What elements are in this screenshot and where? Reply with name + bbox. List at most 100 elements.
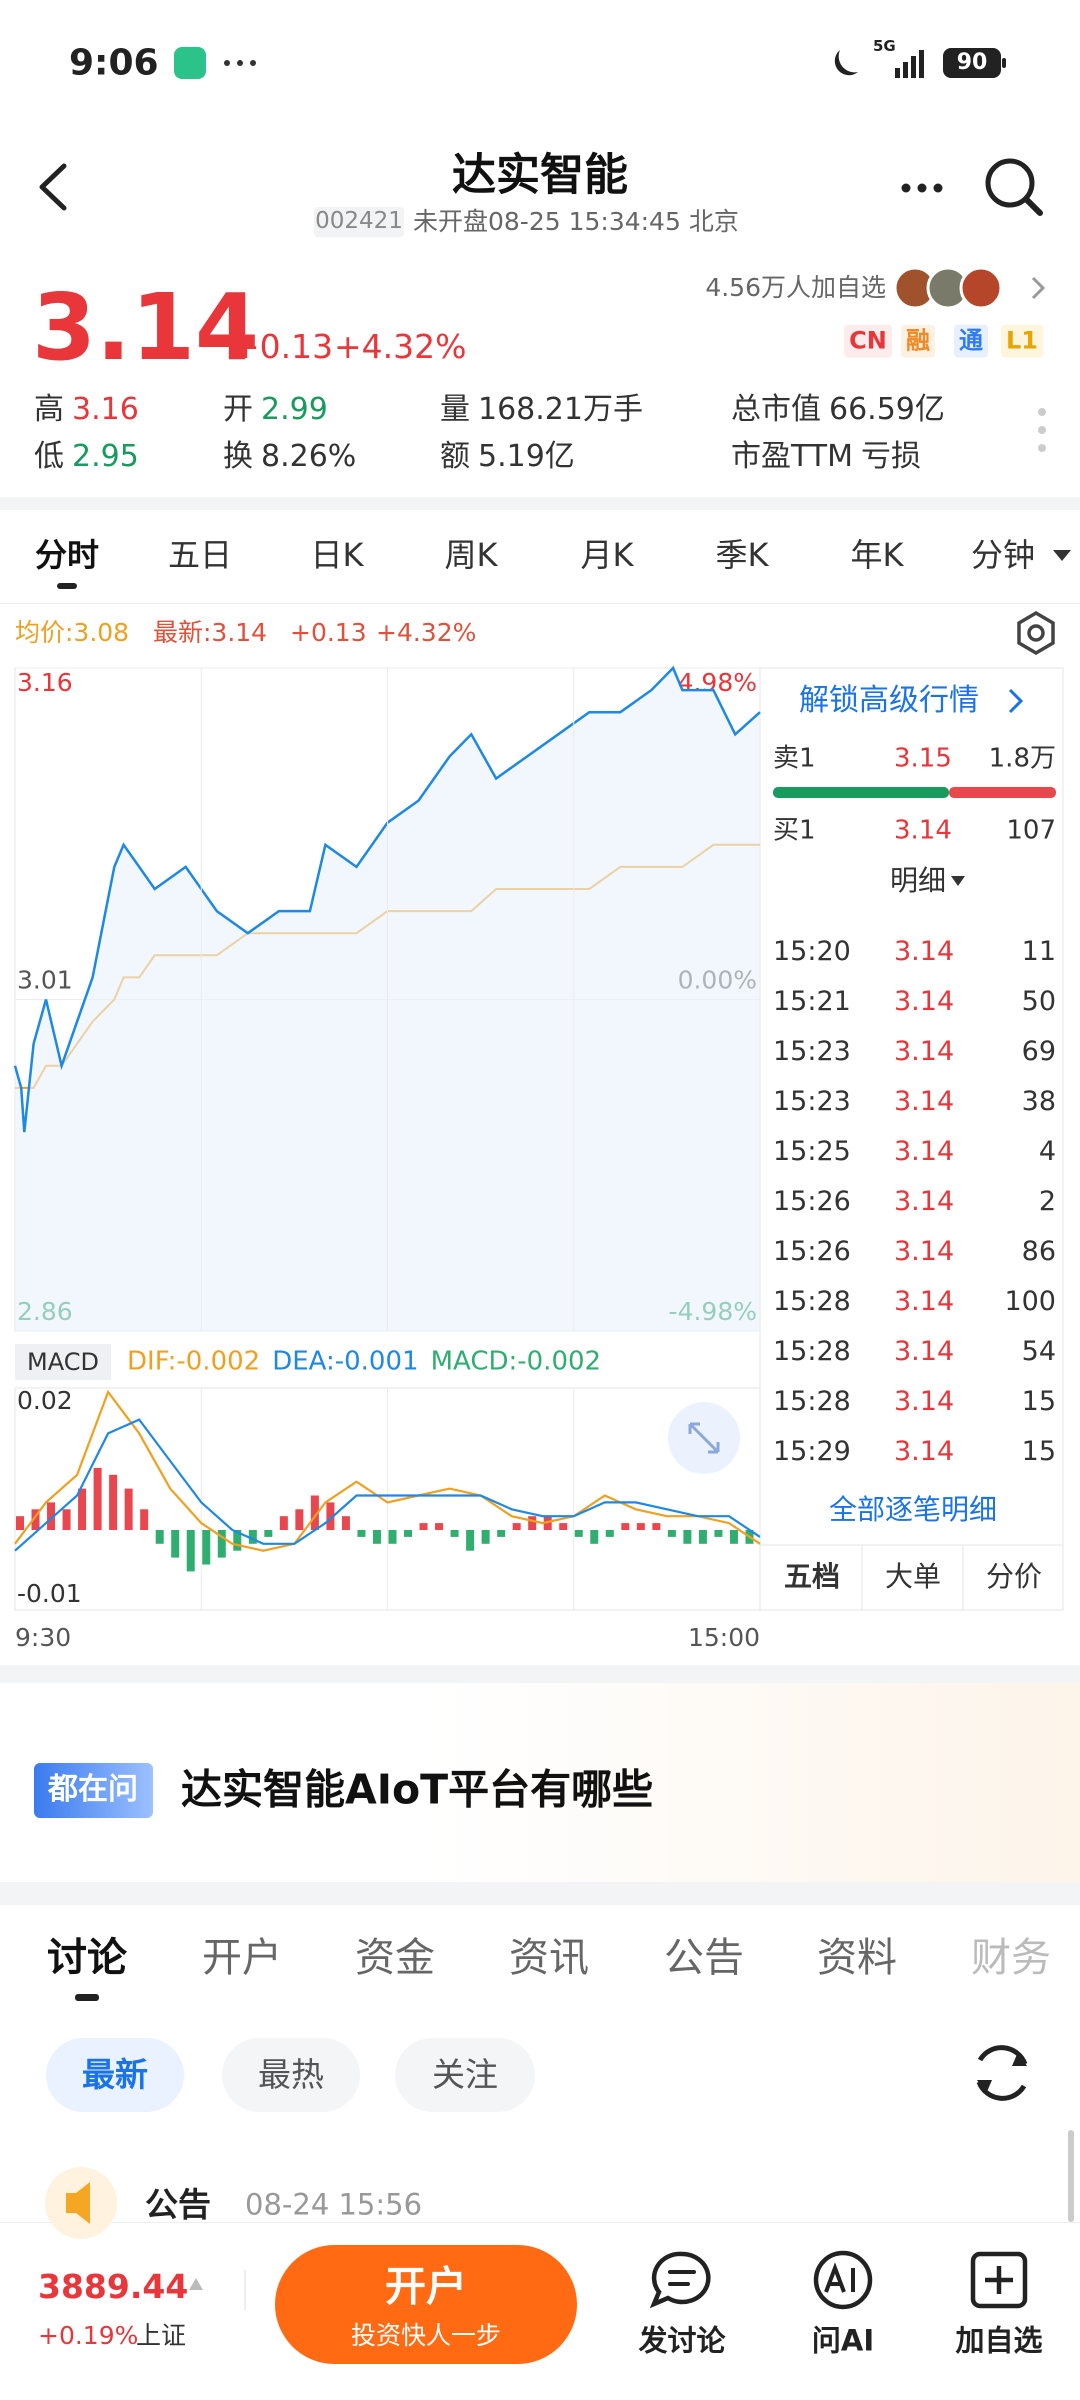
trade-time: 15:25	[773, 1135, 851, 1167]
divider	[0, 497, 1080, 510]
divider	[0, 1882, 1080, 1905]
stock-name: 达实智能	[452, 149, 628, 201]
content-tab[interactable]: 财务	[971, 1935, 1051, 1981]
content-tab[interactable]: 资金	[355, 1935, 435, 1981]
book-tab[interactable]: 分价	[985, 1560, 1043, 1594]
filter-label[interactable]: 最热	[258, 2055, 324, 2095]
stat: 换 8.26%	[223, 439, 356, 475]
expand-button[interactable]	[668, 1402, 740, 1474]
content-tab[interactable]: 公告	[664, 1935, 744, 1981]
market-status: 未开盘08-25 15:34:45 北京	[413, 207, 739, 236]
macd-tag-bg	[15, 1344, 111, 1380]
price-change-pct: +4.32%	[334, 327, 467, 367]
stat-value: 亏损	[861, 439, 922, 474]
chart-tab[interactable]: 月K	[580, 535, 634, 574]
action-label[interactable]: 问AI	[811, 2323, 875, 2358]
content-tab[interactable]: 开户	[202, 1935, 282, 1981]
scrollbar	[1068, 2130, 1074, 2222]
ask-tag: 都在问	[48, 1772, 138, 1807]
stat-value: 66.59亿	[829, 392, 945, 427]
content-tab[interactable]: 资讯	[509, 1935, 589, 1981]
status-time: 9:06	[69, 42, 159, 84]
unlock-link[interactable]: 解锁高级行情	[799, 683, 979, 718]
chart-tab[interactable]: 分钟	[970, 535, 1036, 574]
chart-tab[interactable]: 分时	[34, 535, 100, 574]
filter-label[interactable]: 关注	[432, 2055, 498, 2095]
battery	[943, 48, 1001, 78]
quote-tag: 融	[901, 324, 935, 358]
stat: 额 5.19亿	[440, 439, 575, 475]
index-value[interactable]: 3889.44	[38, 2267, 189, 2307]
cta-title[interactable]: 开户	[385, 2262, 467, 2311]
content-tab[interactable]: 讨论	[47, 1935, 127, 1981]
trade-time: 15:20	[773, 935, 851, 967]
content-tab[interactable]: 资料	[817, 1935, 897, 1981]
settings-button[interactable]	[1017, 610, 1055, 656]
trade-price: 3.14	[894, 1335, 955, 1367]
more-button[interactable]	[901, 183, 943, 193]
post-source: 公告	[145, 2185, 211, 2225]
quote-tag: CN	[844, 324, 892, 358]
book-tab[interactable]: 五档	[783, 1560, 841, 1594]
refresh-button[interactable]	[976, 2045, 1028, 2101]
action-label[interactable]: 发讨论	[638, 2323, 726, 2358]
trade-volume: 100	[1004, 1285, 1056, 1317]
stat-value: 168.21万手	[478, 392, 643, 427]
discuss-icon[interactable]	[649, 2251, 711, 2309]
legend: DIF:-0.002 DEA:-0.001 MACD:-0.002	[127, 1346, 601, 1377]
trade-time: 15:21	[773, 985, 851, 1017]
open-account-button[interactable]	[275, 2245, 577, 2364]
divider	[0, 1665, 1080, 1683]
chevron[interactable]	[1008, 688, 1024, 714]
dropdown-arrow[interactable]	[1053, 550, 1071, 561]
trade-volume: 4	[1038, 1135, 1056, 1167]
legend-entry: DIF:-0.002	[127, 1346, 261, 1377]
cta-subtitle[interactable]: 投资快人一步	[350, 2321, 502, 2350]
price-change: +0.13	[232, 327, 334, 367]
network-type: 5G	[873, 37, 896, 55]
latest-change: +0.13	[290, 618, 367, 647]
chart-tab[interactable]: 年K	[850, 535, 904, 574]
dnd-icon	[834, 50, 858, 76]
detail-title[interactable]: 明细	[889, 864, 947, 898]
chart-tab[interactable]: 五日	[167, 535, 233, 574]
ask-question[interactable]: 达实智能AIoT平台有哪些	[181, 1765, 654, 1814]
filter-pill[interactable]	[222, 2038, 360, 2112]
watchlist-icon[interactable]	[970, 2251, 1028, 2309]
battery-tip	[1002, 58, 1006, 68]
filter-pill[interactable]	[395, 2038, 535, 2112]
code-badge	[314, 207, 404, 237]
order-panel-frame	[759, 667, 1064, 1611]
trade-volume: 54	[1021, 1335, 1056, 1367]
chart-tab[interactable]: 季K	[715, 535, 769, 574]
action-label[interactable]: 加自选	[955, 2323, 1043, 2358]
chart-tab[interactable]: 周K	[444, 535, 498, 574]
trade-volume: 11	[1021, 935, 1056, 967]
legend-entry: DEA:-0.001	[272, 1346, 419, 1377]
all-detail-link[interactable]: 全部逐笔明细	[828, 1493, 998, 1527]
filter-pill[interactable]	[46, 2038, 184, 2112]
stat-value: 8.26%	[261, 439, 357, 474]
trade-time: 15:29	[773, 1435, 851, 1467]
book-tab[interactable]: 大单	[884, 1560, 942, 1594]
trade-price: 3.14	[894, 1235, 955, 1267]
stat-label: 市盈TTM	[731, 439, 854, 474]
search-button[interactable]	[985, 158, 1043, 216]
more-vertical[interactable]	[1038, 408, 1046, 452]
followers[interactable]: 4.56万人加自选	[705, 273, 886, 302]
book-volume: 1.8万	[988, 743, 1056, 774]
stat-label: 低	[34, 439, 64, 474]
dropdown-arrow[interactable]	[951, 876, 965, 886]
trade-volume: 69	[1021, 1035, 1056, 1067]
chevron[interactable]	[1031, 276, 1046, 300]
quote-tag: L1	[1001, 324, 1043, 358]
tab-indicator	[75, 1994, 99, 2001]
back-button[interactable]	[39, 163, 67, 211]
trade-time: 15:28	[773, 1285, 851, 1317]
chart-tab[interactable]: 日K	[310, 535, 364, 574]
filter-label[interactable]: 最新	[82, 2055, 148, 2095]
trade-price: 3.14	[894, 935, 955, 967]
book-side: 买1	[773, 815, 816, 846]
ai-icon[interactable]	[813, 2250, 873, 2310]
